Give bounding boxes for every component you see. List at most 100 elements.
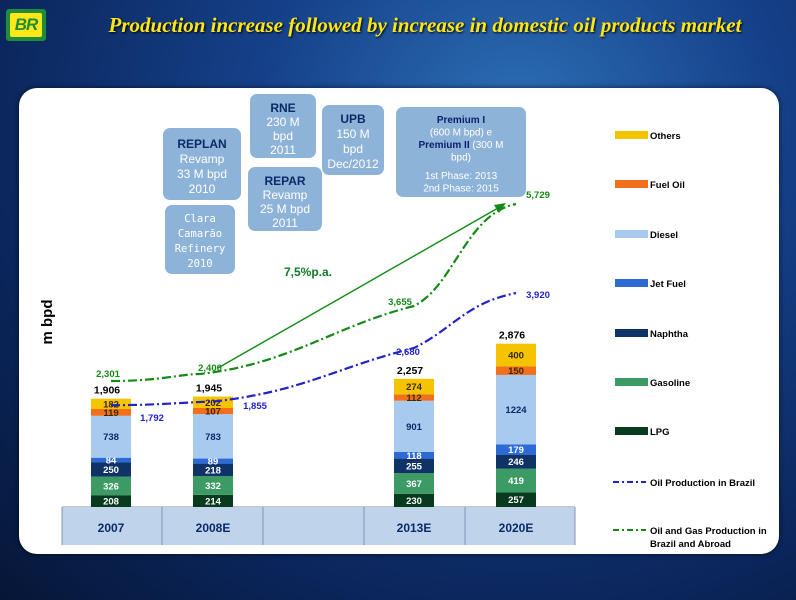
bar-segment [496, 468, 536, 493]
bar-segment [193, 414, 233, 459]
bar-segment [193, 463, 233, 476]
bar-value-label: 202 [205, 398, 221, 409]
bar-value-label: 783 [205, 432, 221, 443]
legend-swatch [615, 230, 648, 238]
callout-text: Premium II (300 M [418, 140, 503, 151]
bar-segment [193, 458, 233, 464]
bar-value-label: 246 [508, 457, 524, 468]
series-line [110, 291, 517, 407]
bar-segment [91, 415, 131, 458]
callout-text: Revamp [180, 152, 225, 166]
callout-text-span: bpd [273, 129, 293, 143]
callout-text: Revamp [263, 188, 308, 202]
bar-segment [496, 444, 536, 455]
callout-text: 150 M [336, 127, 369, 141]
growth-arrow-line [217, 207, 499, 369]
callout-text-span: Refinery [175, 243, 226, 255]
og-production-label: 2,400 [198, 363, 222, 374]
bar-value-label: 179 [508, 445, 524, 456]
x-tick-label: 2008E [196, 521, 231, 535]
legend-label: Diesel [650, 230, 678, 241]
legend-label: Oil and Gas Production in [650, 526, 767, 537]
callout-text-span: Revamp [180, 152, 225, 166]
x-tick-label: 2013E [397, 521, 432, 535]
callout-text-span: REPLAN [177, 137, 226, 151]
legend-label: Oil Production in Brazil [650, 478, 755, 489]
callout-box [396, 107, 526, 197]
legend-label: Gasoline [650, 378, 690, 389]
bar-segment [496, 492, 536, 507]
logo-text: BR [10, 13, 42, 37]
legend-swatch [615, 180, 648, 188]
callout-text-span: Dec/2012 [327, 157, 379, 171]
legend-swatch [615, 329, 648, 337]
callout-box [248, 167, 322, 231]
callout-text: 2010 [187, 258, 212, 270]
legend-label: LPG [650, 427, 670, 438]
callout-box [163, 128, 241, 200]
bar-value-label: 84 [106, 456, 117, 467]
bar-value-label: 326 [103, 481, 119, 492]
callout-text: 2010 [189, 182, 216, 196]
bar-total-label: 1,906 [94, 385, 120, 397]
bar-total-label: 2,257 [397, 365, 423, 377]
bar-value-label: 119 [103, 408, 118, 419]
callout-text: 2nd Phase: 2015 [423, 184, 499, 195]
bar-total-label: 1,945 [196, 383, 222, 395]
callout-text-span: 2011 [270, 143, 296, 157]
callout-text: Camarão [178, 228, 222, 240]
bar-value-label: 332 [205, 481, 221, 492]
bar-segment [496, 454, 536, 469]
callout-text-span: Camarão [178, 228, 222, 240]
callout-box [250, 94, 316, 158]
slide-title: Production increase followed by increase… [108, 13, 742, 37]
legend-label: Jet Fuel [650, 279, 686, 290]
legend-label: Naphtha [650, 329, 689, 340]
oil-production-label: 3,920 [526, 290, 550, 301]
callout-text-span: Premium II [418, 140, 469, 151]
legend-swatch [615, 279, 648, 287]
callout-text-span: 25 M bpd [260, 202, 310, 216]
callout-text: REPAR [264, 174, 305, 188]
callout-box [322, 105, 384, 175]
legend-label: Fuel Oil [650, 180, 685, 191]
callout-text: RNE [270, 101, 295, 115]
oil-production-label: 1,855 [243, 401, 267, 412]
callout-text-span: 2010 [187, 258, 212, 270]
callout-box [165, 205, 235, 274]
series-line [110, 202, 517, 383]
bar-value-label: 250 [103, 465, 119, 476]
bar-segment [394, 394, 434, 401]
bar-value-label: 419 [508, 476, 524, 487]
og-production-label: 2,301 [96, 369, 120, 380]
callout-text: 230 M [266, 115, 299, 129]
callout-text-span: RNE [270, 101, 295, 115]
callout-text: bpd) [451, 153, 471, 164]
bar-segment [394, 451, 434, 459]
callout-text: 1st Phase: 2013 [425, 171, 498, 182]
x-axis-band [62, 507, 575, 545]
petrobras-logo: BR [6, 9, 46, 41]
bar-segment [496, 366, 536, 375]
callout-text-span: 2011 [272, 216, 298, 230]
callout-text: (600 M bpd) e [430, 128, 493, 139]
bar-value-label: 257 [508, 495, 524, 506]
callout-text-span: UPB [340, 112, 366, 126]
bar-segment [394, 378, 434, 395]
bar-segment [193, 407, 233, 415]
bar-segment [496, 343, 536, 367]
callout-text-span: Premium I [437, 115, 486, 126]
callout-text: UPB [340, 112, 366, 126]
callout-text: 33 M bpd [177, 167, 227, 181]
oil-production-label: 1,792 [140, 413, 164, 424]
bar-total-label: 2,876 [499, 330, 525, 342]
callout-text-span: 2nd Phase: 2015 [423, 184, 499, 195]
bar-value-label: 367 [406, 479, 422, 490]
bar-value-label: 89 [208, 457, 219, 468]
callout-text: 2011 [272, 216, 298, 230]
callout-text-span: Clara [184, 213, 216, 225]
bar-segment [394, 458, 434, 474]
bar-value-label: 214 [205, 496, 222, 507]
bar-value-label: 1224 [505, 405, 527, 416]
